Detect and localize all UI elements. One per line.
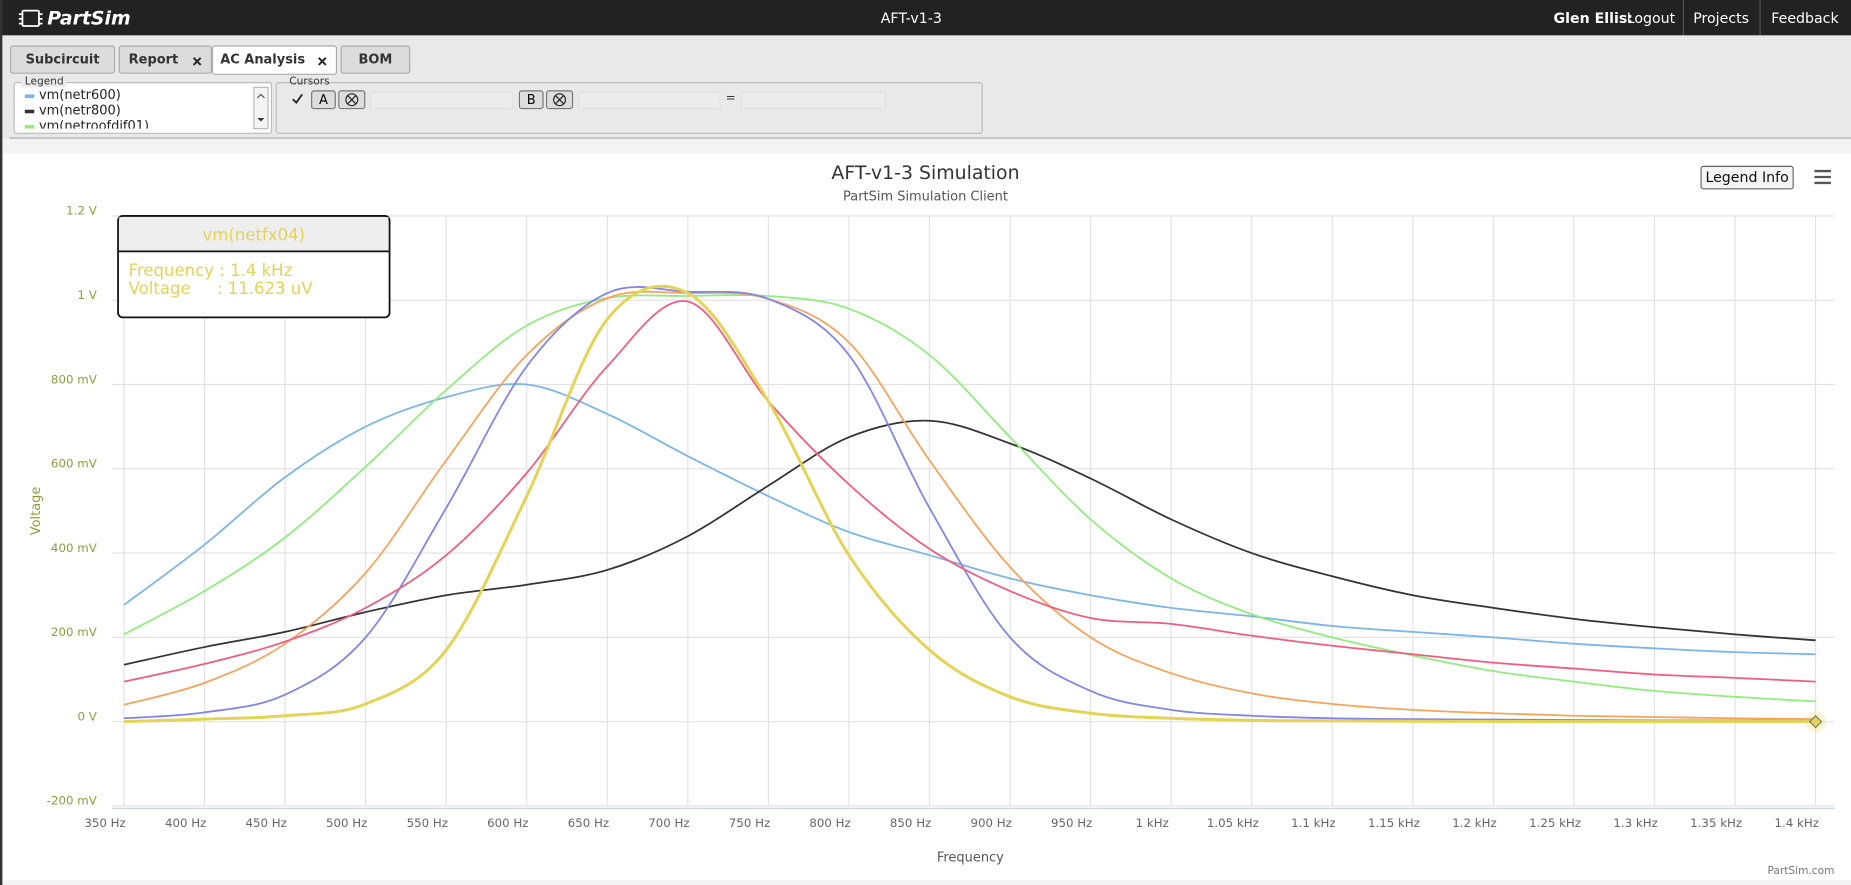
legend-info-label[interactable]: Legend Info	[1705, 170, 1788, 186]
x-tick-label: 400 Hz	[165, 816, 206, 830]
y-tick-label: 1 V	[77, 288, 96, 302]
tab-close[interactable]	[318, 57, 327, 66]
series-line	[123, 294, 1816, 703]
series-line	[123, 286, 1816, 722]
tab-label[interactable]: Report	[129, 53, 179, 68]
chart-subtitle: PartSim Simulation Client	[843, 190, 1008, 205]
legend-panel-title: Legend	[25, 74, 64, 87]
x-tick-label: 1.15 kHz	[1368, 816, 1420, 830]
legend-swatch	[24, 125, 35, 129]
x-tick-label: 900 Hz	[970, 816, 1011, 830]
cursors-title: Cursors	[289, 74, 330, 87]
series-line	[123, 290, 1816, 721]
y-tick-label: 400 mV	[51, 541, 97, 555]
chart-title: AFT-v1-3 Simulation	[831, 162, 1019, 184]
chart-menu[interactable]	[1814, 169, 1831, 185]
tab-label[interactable]: BOM	[358, 53, 392, 68]
x-tick-label: 750 Hz	[729, 816, 770, 830]
cursor-a-button[interactable]	[311, 90, 336, 110]
top-bar	[0, 0, 1851, 36]
cursor-delta-field[interactable]	[740, 91, 886, 110]
cursor-b-label: B	[527, 93, 536, 108]
x-tick-label: 600 Hz	[487, 816, 528, 830]
y-axis-title: Voltage	[29, 487, 44, 536]
cursor-b-button[interactable]	[518, 90, 544, 110]
user-name: Glen Ellis:	[1554, 11, 1633, 27]
y-tick-label: 0 V	[77, 709, 96, 723]
legend-info-button[interactable]	[1700, 165, 1794, 190]
series-line	[123, 284, 1816, 724]
clear-b-button[interactable]	[545, 90, 574, 110]
tab-label[interactable]: AC Analysis	[220, 53, 305, 68]
tab[interactable]	[211, 45, 338, 75]
tooltip-line: Voltage : 11.623 uV	[129, 279, 314, 298]
x-tick-label: 350 Hz	[84, 816, 125, 830]
credit: PartSim.com	[1767, 864, 1834, 877]
y-tick-label: 600 mV	[51, 457, 97, 471]
series-line	[123, 383, 1816, 656]
project-title: AFT-v1-3	[881, 11, 942, 27]
x-tick-label: 1.1 kHz	[1291, 816, 1335, 830]
x-tick-label: 1.3 kHz	[1613, 816, 1657, 830]
x-tick-label: 650 Hz	[568, 816, 609, 830]
y-tick-label: -200 mV	[47, 794, 97, 808]
y-tick-label: 800 mV	[51, 372, 97, 386]
tab-label[interactable]: Subcircuit	[26, 53, 100, 68]
tab-close[interactable]	[192, 57, 202, 66]
x-tick-label: 1.05 kHz	[1207, 816, 1259, 830]
x-tick-label: 1.2 kHz	[1452, 816, 1496, 830]
series-line	[123, 419, 1816, 666]
legend-swatch	[24, 94, 35, 98]
x-tick-label: 450 Hz	[245, 816, 286, 830]
series-line	[123, 300, 1816, 683]
tab[interactable]	[340, 45, 411, 74]
x-tick-label: 800 Hz	[809, 816, 850, 830]
y-tick-label: 200 mV	[51, 625, 97, 639]
x-tick-label: 1.4 kHz	[1774, 816, 1818, 830]
logo[interactable]: PartSim	[47, 7, 130, 29]
x-tick-label: 1.25 kHz	[1529, 816, 1581, 830]
x-tick-label: 550 Hz	[407, 816, 448, 830]
logout-link[interactable]: Logout	[1627, 11, 1676, 27]
x-tick-label: 1 kHz	[1136, 816, 1169, 830]
cursor-b-field[interactable]	[577, 91, 721, 110]
equals-sign: =	[726, 90, 736, 104]
y-tick-label: 1.2 V	[66, 204, 97, 218]
tab[interactable]	[10, 45, 116, 74]
legend-swatch	[24, 109, 35, 114]
x-tick-label: 1.35 kHz	[1690, 816, 1742, 830]
legend-panel	[13, 82, 273, 134]
logo-icon	[18, 9, 43, 27]
x-tick-label: 850 Hz	[890, 816, 931, 830]
cursor-a-field[interactable]	[370, 91, 513, 110]
legend-scrollbar[interactable]	[253, 86, 269, 130]
nav-link[interactable]: Projects	[1693, 11, 1749, 27]
tooltip-header	[119, 217, 389, 252]
legend-entry: vm(netroofdif01)	[39, 119, 149, 134]
tab[interactable]	[118, 45, 212, 74]
cursor-a-label: A	[319, 93, 328, 108]
tooltip-title: vm(netfx04)	[203, 226, 305, 245]
nav-link[interactable]: Feedback	[1771, 11, 1839, 27]
legend-title-bg	[21, 75, 67, 88]
hover-marker	[1809, 715, 1823, 729]
tooltip-line: Frequency : 1.4 kHz	[129, 261, 293, 280]
cursor-checkbox[interactable]	[292, 93, 303, 105]
legend-entry: vm(netr600)	[39, 88, 121, 103]
x-tick-label: 950 Hz	[1051, 816, 1092, 830]
x-tick-label: 500 Hz	[326, 816, 367, 830]
x-tick-label: 700 Hz	[648, 816, 689, 830]
clear-a-button[interactable]	[338, 90, 366, 110]
x-axis-title: Frequency	[937, 850, 1004, 865]
legend-entry: vm(netr800)	[39, 103, 121, 118]
